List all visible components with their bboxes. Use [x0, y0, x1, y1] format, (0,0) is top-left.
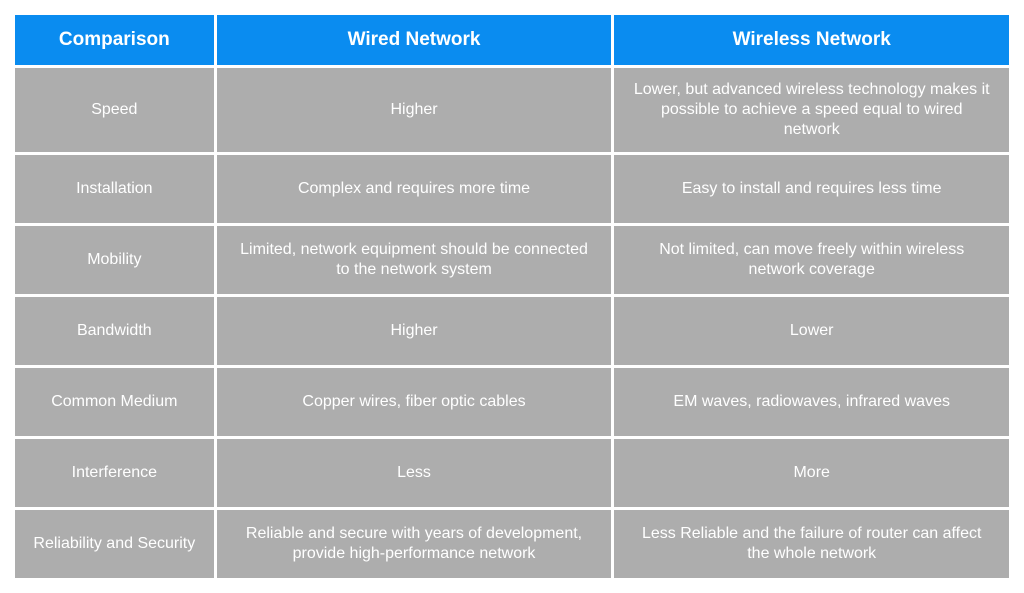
cell-label: Common Medium: [15, 368, 214, 436]
cell-wireless: EM waves, radiowaves, infrared waves: [614, 368, 1009, 436]
cell-wireless: Less Reliable and the failure of router …: [614, 510, 1009, 578]
table-row: Common Medium Copper wires, fiber optic …: [15, 368, 1009, 436]
table-row: Mobility Limited, network equipment shou…: [15, 226, 1009, 294]
cell-label: Installation: [15, 155, 214, 223]
header-comparison: Comparison: [15, 15, 214, 65]
cell-wired: Higher: [217, 297, 612, 365]
cell-wired: Copper wires, fiber optic cables: [217, 368, 612, 436]
table-header-row: Comparison Wired Network Wireless Networ…: [15, 15, 1009, 65]
cell-label: Speed: [15, 68, 214, 152]
comparison-table: Comparison Wired Network Wireless Networ…: [12, 12, 1012, 581]
table-row: Reliability and Security Reliable and se…: [15, 510, 1009, 578]
cell-wireless: Easy to install and requires less time: [614, 155, 1009, 223]
table-row: Installation Complex and requires more t…: [15, 155, 1009, 223]
cell-wired: Limited, network equipment should be con…: [217, 226, 612, 294]
table-row: Speed Higher Lower, but advanced wireles…: [15, 68, 1009, 152]
cell-wired: Complex and requires more time: [217, 155, 612, 223]
cell-wired: Less: [217, 439, 612, 507]
cell-wireless: Lower, but advanced wireless technology …: [614, 68, 1009, 152]
cell-label: Interference: [15, 439, 214, 507]
table-body: Speed Higher Lower, but advanced wireles…: [15, 68, 1009, 578]
header-wireless: Wireless Network: [614, 15, 1009, 65]
cell-wireless: Not limited, can move freely within wire…: [614, 226, 1009, 294]
table-row: Bandwidth Higher Lower: [15, 297, 1009, 365]
cell-label: Reliability and Security: [15, 510, 214, 578]
cell-label: Bandwidth: [15, 297, 214, 365]
table-row: Interference Less More: [15, 439, 1009, 507]
cell-wired: Reliable and secure with years of develo…: [217, 510, 612, 578]
cell-wired: Higher: [217, 68, 612, 152]
cell-wireless: Lower: [614, 297, 1009, 365]
cell-wireless: More: [614, 439, 1009, 507]
header-wired: Wired Network: [217, 15, 612, 65]
cell-label: Mobility: [15, 226, 214, 294]
